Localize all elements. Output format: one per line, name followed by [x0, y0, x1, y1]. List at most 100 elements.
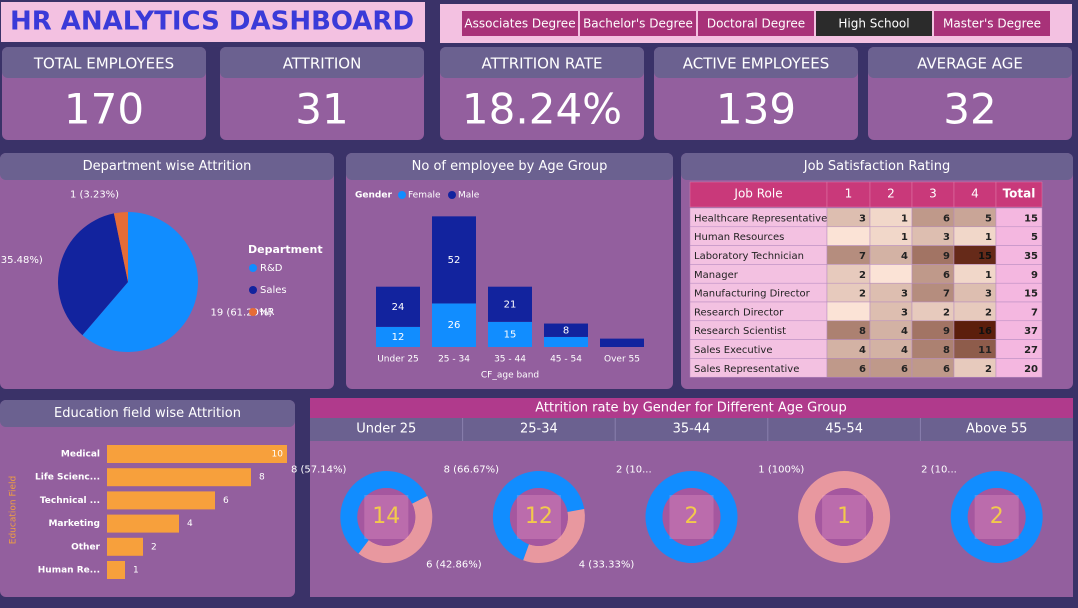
table-cell-text: 37: [1024, 326, 1038, 337]
table-cell-text: Research Director: [694, 307, 784, 318]
legend-marker: [249, 264, 257, 272]
data-label: 19 (61.29%): [211, 308, 273, 319]
table-cell-text: Manufacturing Director: [694, 289, 811, 300]
kpi-label: TOTAL EMPLOYEES: [33, 55, 174, 73]
filter-button[interactable]: [698, 11, 814, 36]
kpi-value: 18.24%: [462, 85, 622, 134]
table-cell-text: 7: [859, 251, 866, 262]
donut-total: 12: [525, 504, 553, 529]
legend-marker: [448, 191, 456, 199]
panel-header: [681, 153, 1073, 180]
table-cell-text: 4: [901, 345, 908, 356]
legend-label: Female: [408, 191, 441, 201]
filter-label[interactable]: Bachelor's Degree: [583, 17, 693, 31]
table-cell-text: 2: [859, 289, 866, 300]
bar-segment: [376, 326, 420, 347]
y-tick-label: Technical ...: [40, 496, 100, 506]
filter-label[interactable]: Master's Degree: [943, 17, 1041, 31]
legend-label: HR: [260, 307, 275, 318]
y-tick-label: Human Re...: [38, 566, 100, 576]
filter-label[interactable]: High School: [838, 17, 909, 31]
table-cell: [995, 358, 1043, 378]
legend-label: Sales: [260, 285, 287, 296]
table-cell-text: 9: [1031, 270, 1038, 281]
donut-total: 14: [372, 504, 400, 529]
bar: [107, 491, 215, 510]
table-cell-text: 1: [985, 232, 992, 243]
kpi-label: ACTIVE EMPLOYEES: [683, 55, 829, 73]
legend-label: Male: [458, 191, 480, 201]
column-header: 35-44: [673, 422, 711, 437]
panel-title: Education field wise Attrition: [54, 406, 241, 421]
data-label: 6 (42.86%): [426, 559, 482, 570]
table-cell-text: 1: [901, 232, 908, 243]
filter-button[interactable]: [816, 11, 932, 36]
data-label: 1 (3.23%): [70, 189, 119, 200]
title-box: [1, 2, 425, 42]
data-label: 4: [187, 519, 193, 529]
table-cell-text: Sales Executive: [694, 345, 772, 356]
table-cell-text: 16: [978, 326, 992, 337]
donut-center: [815, 488, 874, 546]
table-cell-text: 5: [1031, 232, 1038, 243]
table-cell-text: 8: [943, 345, 950, 356]
kpi-value: 170: [64, 85, 144, 134]
column-header: 25-34: [520, 422, 558, 437]
table-cell-text: 8: [859, 326, 866, 337]
table-cell-text: 1: [901, 213, 908, 224]
donut-highlight: [822, 495, 867, 539]
filter-label[interactable]: Doctoral Degree: [707, 17, 805, 31]
table-cell-text: Healthcare Representative: [694, 213, 827, 224]
table-cell-text: 9: [943, 251, 950, 262]
table-cell-text: 2: [859, 270, 866, 281]
donut-highlight: [516, 495, 561, 539]
table-cell-text: 2: [985, 364, 992, 375]
panel-header: [346, 153, 673, 180]
kpi-header: [868, 47, 1072, 78]
table-cell-text: 6: [943, 364, 950, 375]
kpi-header: [220, 47, 424, 78]
data-label: 1: [133, 566, 139, 576]
bar-segment: [544, 323, 588, 337]
table-cell-text: 20: [1024, 364, 1038, 375]
x-tick-label: 35 - 44: [494, 355, 526, 365]
panel-header: [0, 153, 334, 180]
data-label: 11 (35.48%): [0, 255, 43, 266]
table-cell: [826, 226, 871, 246]
x-tick-label: Under 25: [377, 355, 419, 365]
table-cell-text: 6: [943, 270, 950, 281]
filter-button[interactable]: [580, 11, 696, 36]
table-header: 3: [929, 187, 937, 201]
table-cell-text: 35: [1024, 251, 1038, 262]
x-tick-label: 45 - 54: [550, 355, 582, 365]
table-cell-text: Manager: [694, 270, 739, 281]
kpi-value: 139: [716, 85, 796, 134]
data-label: 8: [259, 473, 265, 483]
pie-slice: [113, 212, 128, 282]
filter-button[interactable]: [462, 11, 578, 36]
filter-label[interactable]: Associates Degree: [464, 17, 575, 31]
legend-marker: [398, 191, 406, 199]
table-header-cell: [953, 181, 997, 208]
data-label: 1 (100%): [758, 465, 804, 476]
kpi-header: [440, 47, 644, 78]
filter-button[interactable]: [934, 11, 1050, 36]
donut-highlight: [974, 495, 1019, 539]
panel-header: [310, 398, 1073, 418]
bar: [107, 445, 287, 463]
table-cell-text: 9: [943, 326, 950, 337]
table-cell-text: 15: [1024, 289, 1038, 300]
donut-center: [967, 488, 1026, 546]
table-cell-text: 15: [978, 251, 992, 262]
table-cell-text: 4: [901, 326, 908, 337]
table-cell-text: 3: [985, 289, 992, 300]
y-tick-label: Other: [71, 542, 100, 552]
table-cell-text: 3: [859, 213, 866, 224]
legend-title: Gender: [355, 191, 392, 201]
data-label: 6: [223, 496, 229, 506]
y-axis-title: Education Field: [9, 476, 19, 544]
kpi-value: 31: [295, 85, 348, 134]
table-cell-text: Laboratory Technician: [694, 251, 804, 262]
dashboard-title: HR ANALYTICS DASHBOARD: [10, 7, 414, 37]
